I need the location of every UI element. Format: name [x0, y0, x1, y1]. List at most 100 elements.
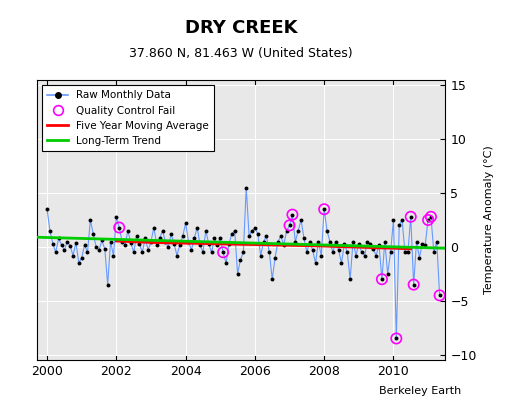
Point [236, 257, 245, 263]
Point [245, 233, 253, 239]
Point [288, 212, 297, 218]
Legend: Raw Monthly Data, Quality Control Fail, Five Year Moving Average, Long-Term Tren: Raw Monthly Data, Quality Control Fail, … [42, 85, 214, 151]
Point [63, 238, 71, 245]
Point [158, 228, 167, 234]
Point [274, 238, 282, 245]
Point [208, 249, 216, 256]
Point [415, 254, 423, 261]
Point [317, 252, 325, 259]
Point [334, 247, 343, 253]
Point [375, 242, 383, 248]
Point [133, 233, 141, 239]
Point [80, 242, 89, 248]
Point [421, 242, 429, 248]
Point [424, 217, 432, 223]
Point [363, 238, 372, 245]
Point [101, 246, 109, 252]
Point [118, 238, 126, 245]
Point [280, 242, 288, 248]
Point [435, 292, 444, 298]
Point [54, 235, 63, 242]
Point [210, 235, 219, 242]
Point [239, 249, 247, 256]
Point [121, 242, 129, 248]
Point [337, 260, 346, 266]
Point [213, 242, 222, 248]
Point [173, 252, 181, 259]
Point [286, 222, 294, 228]
Point [138, 249, 147, 256]
Point [231, 228, 239, 234]
Point [314, 238, 323, 245]
Point [202, 228, 210, 234]
Point [366, 240, 375, 247]
Point [69, 252, 77, 259]
Point [343, 249, 352, 256]
Point [66, 243, 74, 249]
Point [161, 238, 170, 245]
Point [378, 276, 386, 282]
Point [349, 238, 357, 245]
Point [60, 247, 69, 253]
Point [164, 244, 172, 250]
Point [124, 228, 132, 234]
Point [242, 184, 250, 191]
Point [268, 276, 276, 282]
Point [115, 224, 124, 231]
Point [286, 222, 294, 228]
Point [83, 249, 92, 256]
Point [432, 238, 441, 245]
Point [97, 237, 106, 244]
Point [89, 231, 97, 237]
Point [170, 240, 178, 247]
Point [403, 249, 412, 256]
Point [294, 228, 302, 234]
Point [369, 246, 377, 252]
Point [57, 242, 66, 248]
Point [392, 335, 400, 342]
Point [135, 240, 144, 247]
Point [49, 240, 57, 247]
Point [424, 217, 432, 223]
Point [311, 260, 320, 266]
Point [196, 242, 204, 248]
Point [320, 206, 329, 212]
Point [104, 282, 112, 288]
Point [254, 231, 262, 237]
Point [357, 249, 366, 256]
Point [384, 271, 392, 277]
Point [216, 235, 224, 242]
Point [259, 238, 268, 245]
Point [435, 292, 444, 298]
Point [407, 214, 415, 220]
Point [288, 212, 297, 218]
Point [152, 242, 161, 248]
Point [256, 252, 265, 259]
Point [282, 228, 291, 234]
Point [250, 224, 259, 231]
Text: DRY CREEK: DRY CREEK [185, 19, 297, 37]
Point [144, 247, 152, 253]
Point [352, 252, 360, 259]
Point [78, 254, 86, 261]
Point [320, 206, 329, 212]
Point [407, 214, 415, 220]
Point [355, 240, 363, 247]
Point [92, 244, 100, 250]
Point [378, 276, 386, 282]
Point [340, 240, 348, 247]
Point [248, 228, 256, 234]
Point [329, 249, 337, 256]
Text: Berkeley Earth: Berkeley Earth [379, 386, 461, 396]
Point [72, 240, 80, 246]
Point [401, 249, 409, 256]
Point [277, 233, 285, 239]
Point [271, 254, 279, 261]
Point [332, 238, 340, 245]
Point [305, 238, 314, 245]
Point [110, 252, 118, 259]
Point [386, 249, 395, 256]
Point [225, 240, 233, 247]
Point [115, 224, 124, 231]
Point [204, 240, 213, 247]
